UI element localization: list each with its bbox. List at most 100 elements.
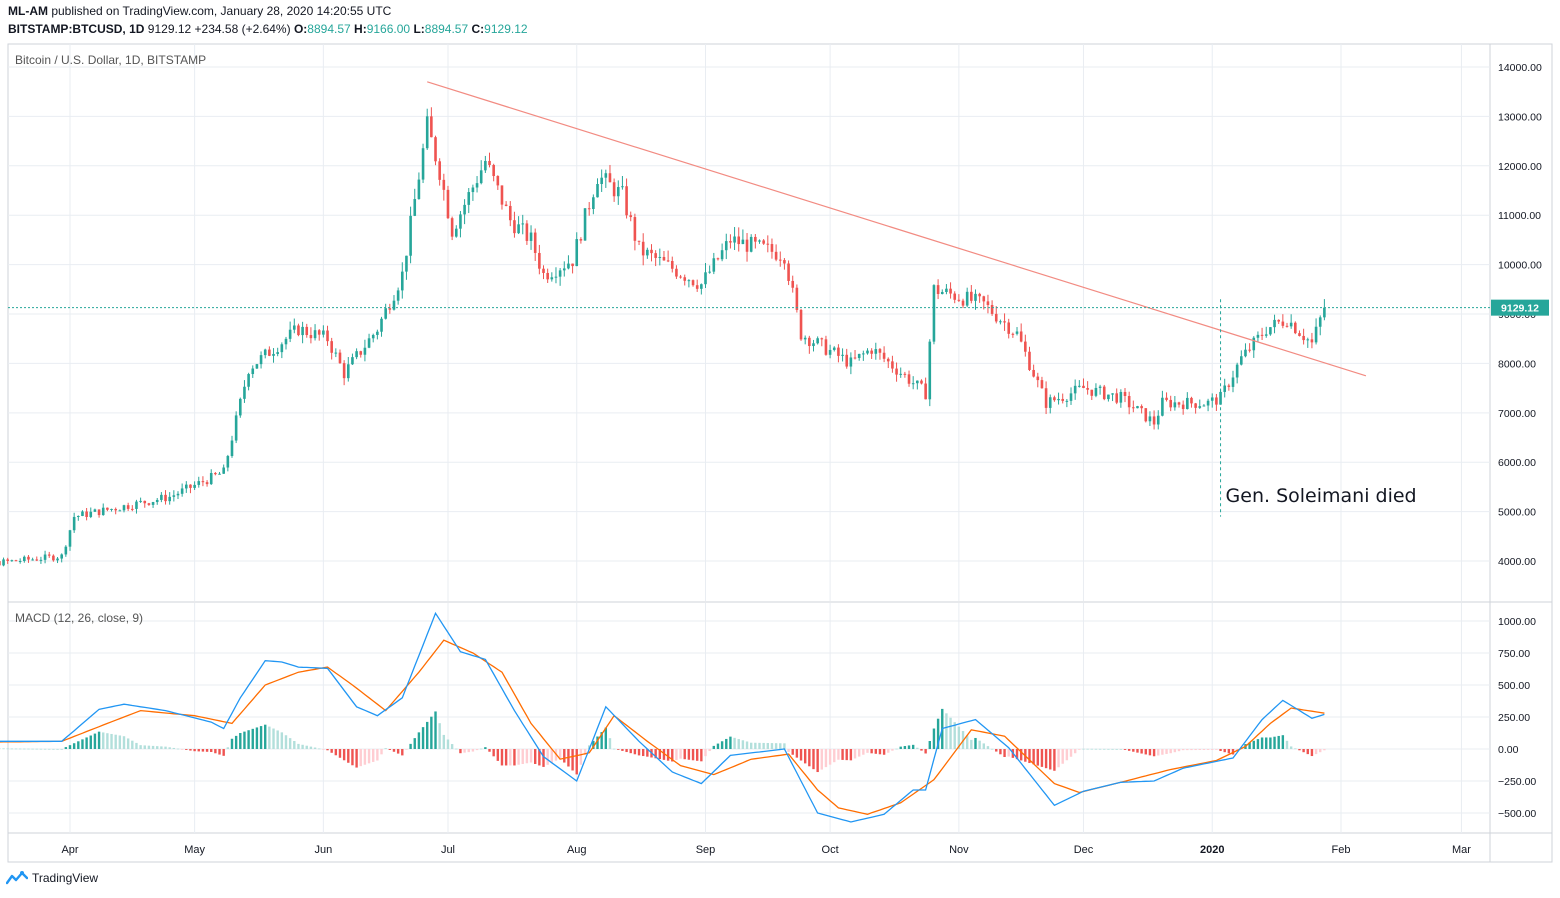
histogram-bar <box>1281 735 1285 749</box>
candle-body <box>417 179 421 200</box>
histogram-bar <box>1198 749 1201 751</box>
histogram-bar <box>646 749 649 757</box>
candle <box>1194 402 1197 414</box>
histogram-bar <box>1227 749 1231 754</box>
trend-line <box>427 81 1367 377</box>
candle-body <box>982 296 986 302</box>
candle-body <box>243 386 246 399</box>
candle <box>168 492 171 505</box>
histogram-bar <box>1190 749 1193 751</box>
candle <box>1094 383 1098 398</box>
histogram-bar <box>563 749 566 763</box>
candle <box>47 551 51 558</box>
candle-body <box>940 291 944 295</box>
histogram-bar <box>0 748 1 750</box>
candle <box>550 272 554 282</box>
candle-body <box>1235 364 1239 378</box>
candle-body <box>1078 385 1081 387</box>
candle-body <box>1177 402 1181 405</box>
histogram-bar <box>1177 749 1181 752</box>
last-price: 9129.12 <box>147 22 192 36</box>
candle <box>438 158 441 186</box>
candle-body <box>546 272 549 280</box>
x-tick-label: Oct <box>822 844 839 856</box>
candle-body <box>658 256 662 258</box>
candle-body <box>484 160 487 171</box>
histogram-bar <box>525 749 529 764</box>
candle <box>1310 332 1314 349</box>
histogram-bar <box>995 749 998 752</box>
candle <box>1227 383 1231 391</box>
candle <box>820 337 824 347</box>
candle-body <box>334 352 338 354</box>
candle <box>1048 394 1052 414</box>
candle-body <box>1024 341 1027 352</box>
candle-body <box>496 176 500 186</box>
histogram-bar <box>1161 749 1164 755</box>
histogram-bar <box>496 749 500 761</box>
candle-body <box>724 241 728 251</box>
candle <box>1007 318 1011 339</box>
candle-body <box>841 354 844 356</box>
y-tick-label: 10000.00 <box>1498 260 1542 272</box>
candle-body <box>492 164 495 177</box>
candle-body <box>459 214 462 229</box>
candle-body <box>687 280 691 282</box>
candle-body <box>488 160 491 165</box>
candle <box>139 497 142 503</box>
histogram-bar <box>1028 749 1031 764</box>
histogram-bar <box>114 734 117 749</box>
candle <box>1198 399 1202 409</box>
candle-body <box>1231 377 1235 387</box>
open-label: O: <box>293 22 308 36</box>
candle <box>1073 379 1077 400</box>
candle <box>679 274 682 279</box>
candle <box>1061 393 1065 404</box>
candle <box>857 353 861 361</box>
histogram-bar <box>924 749 927 754</box>
author[interactable]: ML-AM <box>8 4 48 18</box>
candle <box>895 362 898 382</box>
candle <box>658 248 662 266</box>
candle <box>1210 393 1214 408</box>
candle <box>625 178 628 219</box>
histogram-bar <box>151 745 155 749</box>
histogram-bar <box>974 737 977 749</box>
histogram-bar <box>239 733 242 749</box>
candle-body <box>284 338 288 345</box>
candle <box>1181 400 1185 415</box>
candle <box>808 335 811 354</box>
candle <box>720 243 724 262</box>
candle-body <box>268 349 271 356</box>
candle-body <box>500 185 504 205</box>
x-tick-label: Jul <box>441 844 455 856</box>
candle <box>143 500 147 508</box>
candle <box>301 321 304 344</box>
candle-body <box>965 291 969 306</box>
candle <box>376 329 379 340</box>
histogram-bar <box>60 749 63 750</box>
candle <box>1314 318 1318 345</box>
candle-body <box>160 494 163 500</box>
candle-body <box>292 325 296 330</box>
candle <box>538 244 541 275</box>
histogram-bar <box>1319 749 1322 753</box>
candle-body <box>1123 391 1127 396</box>
candle <box>1123 388 1127 403</box>
candle-body <box>1082 385 1085 389</box>
histogram-bar <box>102 732 105 749</box>
candle-body <box>1132 407 1135 409</box>
candle-body <box>1289 322 1293 327</box>
tradingview-logo-icon[interactable] <box>6 870 28 886</box>
footer-brand[interactable]: TradingView <box>32 871 99 885</box>
candle <box>695 279 699 292</box>
candle <box>646 247 649 259</box>
histogram-bar <box>10 748 14 750</box>
histogram-bar <box>43 748 47 750</box>
histogram-bar <box>1136 749 1139 753</box>
candle-body <box>1190 397 1193 404</box>
last-price-label: 9129.12 <box>1501 303 1539 315</box>
histogram-bar <box>376 749 379 761</box>
candle <box>197 476 201 488</box>
